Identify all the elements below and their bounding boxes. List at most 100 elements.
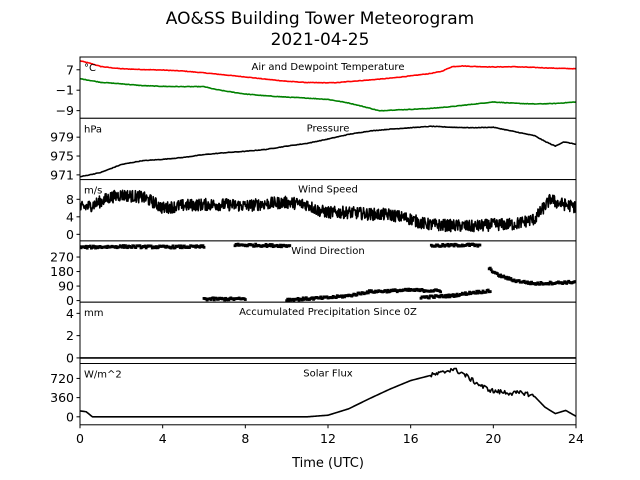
data-point — [448, 295, 452, 299]
data-point — [285, 299, 289, 303]
data-point — [268, 243, 272, 246]
y-tick-label: 8 — [66, 192, 74, 207]
data-point — [454, 294, 458, 298]
x-tick-label: 24 — [568, 431, 584, 446]
panel-title: Accumulated Precipitation Since 0Z — [239, 307, 417, 318]
data-point — [486, 288, 490, 292]
data-point — [209, 298, 213, 301]
data-point — [134, 246, 138, 249]
data-point — [173, 246, 177, 250]
y-tick-label: 979 — [50, 130, 74, 145]
data-point — [188, 246, 191, 249]
data-point — [288, 244, 292, 247]
series-pressure-line-0 — [80, 125, 576, 178]
data-point — [84, 244, 88, 248]
data-point — [366, 291, 370, 295]
data-point — [194, 245, 198, 249]
data-point — [211, 296, 215, 300]
data-point — [455, 292, 459, 296]
data-point — [446, 242, 450, 246]
y-tick-label: 4 — [66, 209, 74, 224]
y-tick-label: 360 — [50, 390, 74, 405]
data-point — [440, 244, 444, 248]
data-point — [452, 295, 456, 298]
x-tick-label: 4 — [159, 431, 167, 446]
data-point — [386, 288, 390, 292]
data-point — [565, 282, 569, 285]
data-point — [464, 291, 467, 295]
data-point — [506, 277, 510, 281]
data-point — [526, 280, 529, 284]
data-point — [264, 242, 268, 246]
data-point — [138, 244, 142, 248]
data-point — [341, 295, 344, 299]
data-point — [223, 298, 227, 302]
data-point — [489, 268, 493, 272]
x-axis-label: Time (UTC) — [291, 456, 364, 471]
data-point — [439, 290, 443, 294]
data-point — [179, 244, 183, 248]
panel-solar: 720 360 0 W/m^2 Solar Flux — [50, 363, 577, 426]
data-point — [212, 298, 216, 302]
y-tick-label: 4 — [66, 306, 74, 321]
series-temp-line-0 — [80, 60, 576, 84]
data-point — [130, 246, 134, 249]
data-point — [427, 296, 431, 300]
data-point — [463, 292, 466, 296]
panel-unit-label: hPa — [84, 124, 102, 135]
data-point — [177, 244, 181, 248]
data-point — [499, 273, 502, 277]
data-point — [279, 243, 282, 247]
y-tick-label: 720 — [50, 371, 74, 386]
data-point — [253, 244, 257, 248]
panel-unit-label: °C — [84, 63, 96, 74]
data-point — [447, 293, 451, 297]
series-solar-line-0 — [80, 367, 576, 418]
data-point — [468, 290, 471, 294]
data-point — [480, 291, 484, 295]
data-point — [355, 293, 359, 297]
data-point — [178, 246, 182, 250]
data-point — [484, 290, 488, 294]
data-point — [94, 246, 97, 250]
data-point — [91, 246, 94, 249]
x-tick-label: 20 — [485, 431, 501, 446]
x-tick-label: 8 — [241, 431, 249, 446]
data-point — [300, 298, 304, 302]
data-point — [517, 279, 521, 282]
data-point — [445, 293, 449, 297]
y-tick-label: 90 — [58, 279, 74, 294]
data-point — [385, 290, 389, 294]
data-point — [440, 293, 444, 297]
panel-pressure: 979 975 971 hPa Pressure — [50, 117, 577, 184]
data-point — [538, 282, 542, 286]
data-point — [301, 296, 305, 300]
data-point — [123, 246, 126, 249]
y-tick-label: 2 — [66, 328, 74, 343]
x-tick-label: 12 — [320, 431, 336, 446]
data-point — [93, 245, 96, 248]
data-point — [270, 243, 274, 246]
data-point — [467, 242, 470, 246]
data-point — [529, 282, 532, 286]
data-point — [488, 266, 492, 270]
data-point — [359, 292, 363, 296]
data-point — [224, 296, 228, 300]
data-point — [452, 244, 456, 248]
data-point — [444, 295, 448, 299]
data-point — [198, 245, 202, 249]
y-tick-label: 0 — [66, 293, 74, 308]
data-point — [85, 246, 89, 250]
data-point — [182, 244, 186, 248]
panel-title: Wind Direction — [291, 246, 365, 257]
data-point — [547, 282, 551, 286]
panel-temp: 7 −1 −9 °C Air and Dewpoint Temperature — [56, 56, 577, 122]
y-tick-label: −9 — [56, 103, 74, 118]
panel-unit-label: W/m^2 — [84, 370, 122, 381]
y-tick-label: 180 — [50, 264, 74, 279]
x-axis: 0 4 8 12 16 20 24 — [76, 424, 584, 446]
data-point — [446, 295, 450, 299]
figure-title: AO&SS Building Tower Meteorogram — [166, 9, 474, 29]
